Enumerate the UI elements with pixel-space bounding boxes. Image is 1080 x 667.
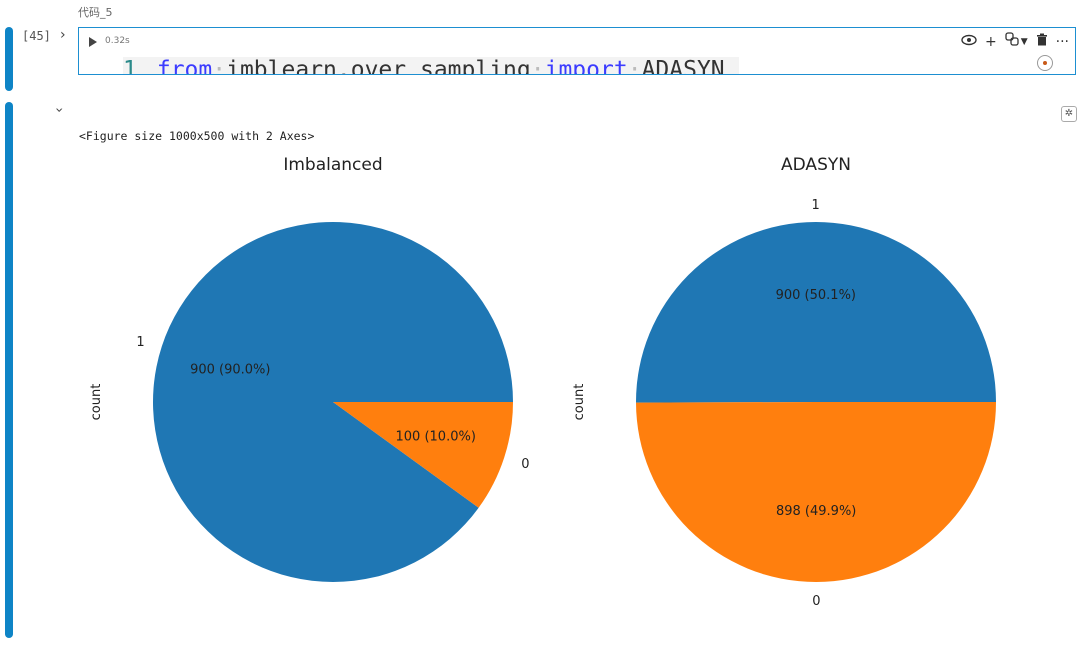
plus-icon[interactable]: + [984,33,997,50]
y-axis-label: count [572,384,587,421]
output-focus-bar[interactable] [5,102,13,638]
pie-value-label: 900 (50.1%) [776,288,856,303]
code-editor[interactable]: 0.32s 1 from·imblearn.over_sampling·impor… [78,27,1076,75]
code-line[interactable]: 1 from·imblearn.over_sampling·import·ADAS… [123,57,739,75]
pie-value-label: 900 (90.0%) [190,363,270,378]
cell-toolbar: + ▼ ··· [961,32,1069,51]
execution-count: [45] [22,29,51,43]
eye-icon[interactable] [961,33,977,51]
pie-category-label: 0 [812,594,820,609]
pie-category-label: 1 [136,335,144,350]
cell-status-icon[interactable] [1037,55,1053,71]
dropdown-icon[interactable]: ▼ [1020,36,1028,47]
pie-chart-adasyn: 1 900 (50.1%) 0 898 (49.9%) ADASYN count [572,155,996,609]
pie-slice-1 [635,221,996,403]
pie-value-label: 100 (10.0%) [396,429,476,444]
module-name: imblearn.over_sampling [226,57,531,75]
trash-icon[interactable] [1036,33,1048,51]
pie-category-label: 0 [521,457,529,472]
keyword-from: from [156,57,213,75]
cell-label: 代码_5 [78,6,113,19]
pie-slice-0 [636,402,996,582]
run-cell-icon[interactable] [89,37,97,47]
pie-category-label: 1 [812,198,820,213]
chart-title: Imbalanced [283,155,382,175]
chevron-right-icon[interactable]: › [60,27,66,43]
cell-focus-bar[interactable] [5,27,13,91]
y-axis-label: count [89,384,104,421]
figure-text: <Figure size 1000x500 with 2 Axes> [79,129,315,143]
python-icon[interactable] [1005,32,1019,51]
pie-slice-0 [333,402,513,508]
pie-value-label: 898 (49.9%) [776,504,856,519]
execution-time: 0.32s [105,36,130,46]
more-icon[interactable]: ··· [1055,33,1069,50]
line-number: 1 [123,57,137,75]
pie-chart-imbalanced: 1 900 (90.0%) 0 100 (10.0%) Imbalanced count [89,155,530,582]
chart-title: ADASYN [781,155,851,175]
output-actions-icon[interactable]: ✲ [1061,106,1077,122]
keyword-import: import [544,57,628,75]
import-name: ADASYN [641,57,725,75]
